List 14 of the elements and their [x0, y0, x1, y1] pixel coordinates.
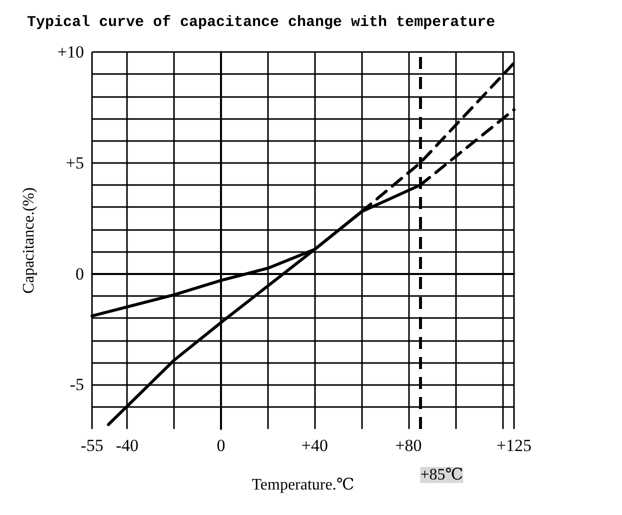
chart-title: Typical curve of capacitance change with temperature — [27, 14, 496, 31]
x-tick-label: +80 — [395, 436, 422, 455]
y-tick-label: -5 — [70, 375, 84, 394]
x-axis-title: Temperature.℃ — [252, 476, 354, 494]
x-tick-label: +40 — [301, 436, 328, 455]
x-tick-label: 0 — [216, 436, 226, 455]
y-tick-label: +10 — [57, 42, 84, 62]
x-tick-label: -55 — [80, 436, 104, 455]
ref-line-label: +85℃ — [420, 466, 464, 484]
x-tick-label: -40 — [116, 436, 139, 455]
y-tick-label: +5 — [66, 153, 84, 172]
y-axis-title: Capacitance.(%) — [20, 187, 38, 294]
y-tick-label: 0 — [76, 264, 84, 284]
x-tick-label: +125 — [496, 436, 532, 455]
